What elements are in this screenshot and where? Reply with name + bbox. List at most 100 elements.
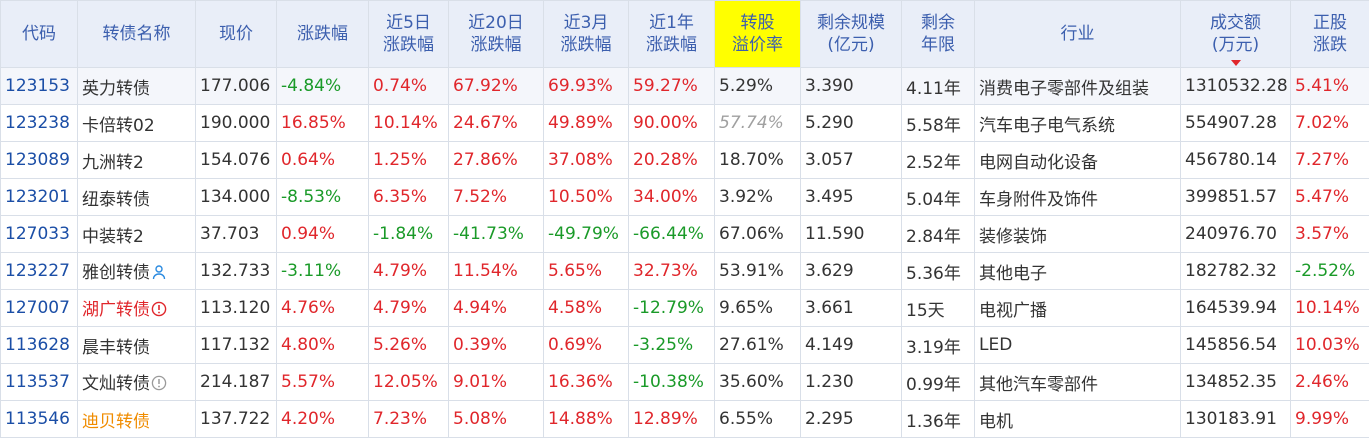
cell-code[interactable]: 123089 — [0, 141, 78, 179]
column-header-volume[interactable]: 成交额 (万元) — [1180, 0, 1291, 68]
cell-code[interactable]: 127033 — [0, 215, 78, 253]
cell-value: 0.69% — [548, 335, 603, 355]
cell-name[interactable]: 文灿转债 — [77, 363, 196, 401]
cell-name[interactable]: 中装转2 — [77, 215, 196, 253]
cell-chg1y: -10.38% — [628, 363, 715, 401]
cell-chg1y: 20.28% — [628, 141, 715, 179]
cell-name[interactable]: 卡倍转02 — [77, 104, 196, 142]
table-row[interactable]: 113537 文灿转债 214.187 5.57% 12.05% 9.01% 16.36% -… — [0, 363, 1369, 401]
column-header-label: 溢价率 — [732, 35, 783, 55]
cell-name[interactable]: 晨丰转债 — [77, 326, 196, 364]
column-header-label: 涨跌幅 — [470, 35, 522, 55]
cell-value: 10.14% — [1295, 298, 1360, 318]
table-row[interactable]: 127033 中装转2 37.703 0.94% -1.84% -41.73% -49.79… — [0, 215, 1369, 253]
cell-value: 2.84年 — [906, 226, 961, 247]
column-header-scale[interactable]: 剩余规模 (亿元) — [800, 0, 902, 68]
cell-code[interactable]: 113628 — [0, 326, 78, 364]
cell-stockchg: 5.47% — [1290, 178, 1369, 216]
column-header-name[interactable]: 转债名称 — [77, 0, 196, 68]
column-header-price[interactable]: 现价 — [195, 0, 277, 68]
cell-chg5: 1.25% — [368, 141, 449, 179]
column-header-code[interactable]: 代码 — [0, 0, 78, 68]
cell-stockchg: 10.03% — [1290, 326, 1369, 364]
column-header-label: 涨跌幅 — [646, 35, 697, 55]
cell-chg1y: -12.79% — [628, 289, 715, 327]
column-header-chg3m[interactable]: 近3月 涨跌幅 — [543, 0, 629, 68]
cell-value: 399851.57 — [1185, 187, 1277, 207]
column-header-chg5[interactable]: 近5日 涨跌幅 — [368, 0, 449, 68]
cell-term: 2.52年 — [901, 141, 975, 179]
column-header-stockchg[interactable]: 正股 涨跌 — [1290, 0, 1369, 68]
column-header-chg20[interactable]: 近20日 涨跌幅 — [448, 0, 544, 68]
column-header-label: 近20日 — [468, 13, 524, 33]
cell-value: 132.733 — [200, 261, 271, 281]
table-row[interactable]: 123089 九洲转2 154.076 0.64% 1.25% 27.86% 37.08% 2… — [0, 141, 1369, 179]
cell-code[interactable]: 113537 — [0, 363, 78, 401]
cell-name[interactable]: 雅创转债 — [77, 252, 196, 290]
column-header-label: 代码 — [22, 24, 56, 44]
cell-industry: 电网自动化设备 — [974, 141, 1181, 179]
cell-value: 117.132 — [200, 335, 271, 355]
cell-code[interactable]: 127007 — [0, 289, 78, 327]
cell-name[interactable]: 迪贝转债 — [77, 400, 196, 438]
cell-value: 消费电子零部件及组装 — [979, 78, 1149, 99]
cell-code[interactable]: 123227 — [0, 252, 78, 290]
cell-chg3m: 10.50% — [543, 178, 629, 216]
column-header-chg[interactable]: 涨跌幅 — [276, 0, 369, 68]
cell-price: 113.120 — [195, 289, 277, 327]
info-icon[interactable] — [151, 375, 167, 396]
table-row[interactable]: 123153 英力转债 177.006 -4.84% 0.74% 67.92% 69.93%… — [0, 67, 1369, 105]
table-row[interactable]: 123227 雅创转债 132.733 -3.11% 4.79% 11.54% 5.65% 3… — [0, 252, 1369, 290]
table-row[interactable]: 123201 纽泰转债 134.000 -8.53% 6.35% 7.52% 10.50% 3… — [0, 178, 1369, 216]
cell-value: 其他汽车零部件 — [979, 374, 1098, 395]
cell-price: 177.006 — [195, 67, 277, 105]
cell-chg1y: -66.44% — [628, 215, 715, 253]
cell-chg1y: 59.27% — [628, 67, 715, 105]
cell-stockchg: 9.99% — [1290, 400, 1369, 438]
cell-chg5: 12.05% — [368, 363, 449, 401]
alert-icon[interactable] — [151, 301, 167, 322]
cell-value: 2.295 — [805, 409, 854, 429]
cell-value: 5.65% — [548, 261, 603, 281]
column-header-label: 涨跌幅 — [560, 35, 612, 55]
cell-chg5: 6.35% — [368, 178, 449, 216]
cell-name[interactable]: 纽泰转债 — [77, 178, 196, 216]
cell-name[interactable]: 湖广转债 — [77, 289, 196, 327]
cell-term: 1.36年 — [901, 400, 975, 438]
cell-chg: 4.76% — [276, 289, 369, 327]
cell-value: 3.19年 — [906, 337, 961, 358]
cell-value: -8.53% — [281, 187, 342, 207]
sort-desc-icon[interactable] — [1230, 60, 1241, 66]
cell-name[interactable]: 九洲转2 — [77, 141, 196, 179]
column-header-industry[interactable]: 行业 — [974, 0, 1181, 68]
cell-value: 2.52年 — [906, 152, 961, 173]
cell-volume: 134852.35 — [1180, 363, 1291, 401]
person-icon[interactable] — [151, 264, 167, 285]
table-row[interactable]: 127007 湖广转债 113.120 4.76% 4.79% 4.94% 4.58% -12… — [0, 289, 1369, 327]
cell-code[interactable]: 123153 — [0, 67, 78, 105]
cell-value: 10.03% — [1295, 335, 1360, 355]
table-row[interactable]: 113546 迪贝转债 137.722 4.20% 7.23% 5.08% 14.88% 12… — [0, 400, 1369, 438]
column-header-premium[interactable]: 转股 溢价率 — [714, 0, 801, 68]
cell-code[interactable]: 123201 — [0, 178, 78, 216]
cell-value: 27.61% — [719, 335, 784, 355]
cell-code[interactable]: 113546 — [0, 400, 78, 438]
cell-volume: 145856.54 — [1180, 326, 1291, 364]
column-header-chg1y[interactable]: 近1年 涨跌幅 — [628, 0, 715, 68]
cell-name[interactable]: 英力转债 — [77, 67, 196, 105]
column-header-label: 近1年 — [649, 13, 694, 33]
cell-chg5: -1.84% — [368, 215, 449, 253]
column-header-term[interactable]: 剩余 年限 — [901, 0, 975, 68]
cell-value: 20.28% — [633, 150, 698, 170]
cell-chg3m: 5.65% — [543, 252, 629, 290]
cell-volume: 554907.28 — [1180, 104, 1291, 142]
cell-value: 15天 — [906, 300, 945, 321]
table-row[interactable]: 113628 晨丰转债 117.132 4.80% 5.26% 0.39% 0.69% -3.… — [0, 326, 1369, 364]
cell-industry: 车身附件及饰件 — [974, 178, 1181, 216]
cell-code[interactable]: 123238 — [0, 104, 78, 142]
cell-chg: 0.64% — [276, 141, 369, 179]
cell-price: 132.733 — [195, 252, 277, 290]
cell-value: 5.04年 — [906, 189, 961, 210]
table-row[interactable]: 123238 卡倍转02 190.000 16.85% 10.14% 24.67% 49.8… — [0, 104, 1369, 142]
cell-price: 117.132 — [195, 326, 277, 364]
